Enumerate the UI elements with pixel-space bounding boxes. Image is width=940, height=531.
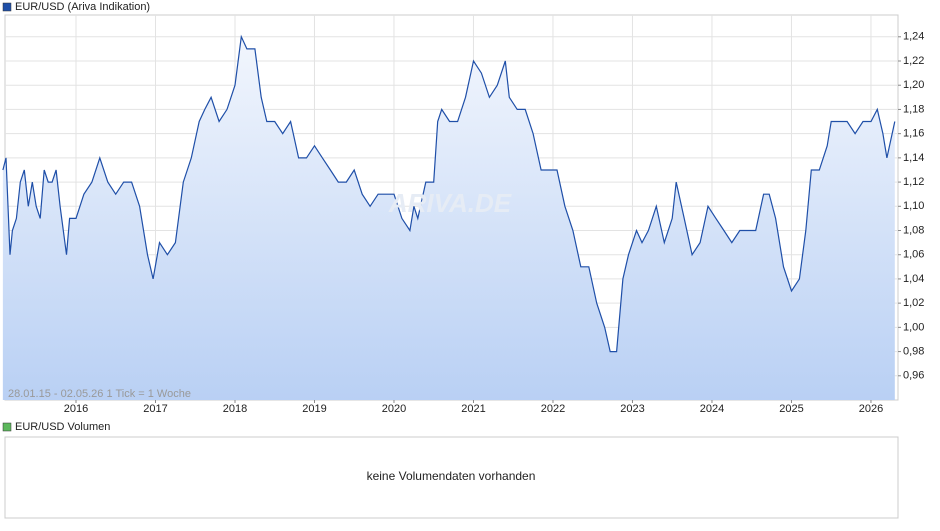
y-tick-label: 1,24 [903, 31, 924, 43]
price-line [2, 34, 896, 353]
x-tick-label: 2026 [859, 403, 883, 415]
x-tick-label: 2020 [382, 403, 406, 415]
volume-title: EUR/USD Volumen [15, 421, 110, 433]
x-tick-label: 2023 [620, 403, 644, 415]
legend-label: EUR/USD (Ariva Indikation) [15, 1, 150, 13]
x-tick-label: 2016 [64, 403, 88, 415]
volume-message: keine Volumendaten vorhanden [367, 469, 536, 483]
y-tick-label: 0,96 [903, 370, 924, 382]
y-tick-label: 1,00 [903, 321, 924, 333]
x-tick-label: 2025 [779, 403, 803, 415]
area [2, 36, 895, 401]
x-tick-label: 2022 [541, 403, 565, 415]
y-tick-label: 1,16 [903, 128, 924, 140]
x-tick-label: 2021 [461, 403, 485, 415]
y-tick-label: 1,20 [903, 79, 924, 91]
watermark: ARIVA.DE [388, 188, 512, 218]
y-tick-label: 1,12 [903, 176, 924, 188]
y-tick-label: 1,22 [903, 55, 924, 67]
legend-swatch [2, 422, 12, 432]
x-tick-label: 2024 [700, 403, 724, 415]
x-tick-label: 2019 [302, 403, 326, 415]
range-note: 28.01.15 - 02.05.26 1 Tick = 1 Woche [8, 388, 191, 400]
y-tick-label: 1,04 [903, 273, 924, 285]
y-tick-label: 0,98 [903, 345, 924, 357]
y-tick-label: 1,10 [903, 200, 924, 212]
x-tick-label: 2017 [143, 403, 167, 415]
y-tick-label: 1,08 [903, 224, 924, 236]
volume-panel [4, 436, 899, 519]
y-tick-label: 1,14 [903, 152, 924, 164]
y-tick-label: 1,18 [903, 103, 924, 115]
y-tick-label: 1,06 [903, 249, 924, 261]
legend-swatch [2, 2, 12, 12]
y-tick-label: 1,02 [903, 297, 924, 309]
x-tick-label: 2018 [223, 403, 247, 415]
